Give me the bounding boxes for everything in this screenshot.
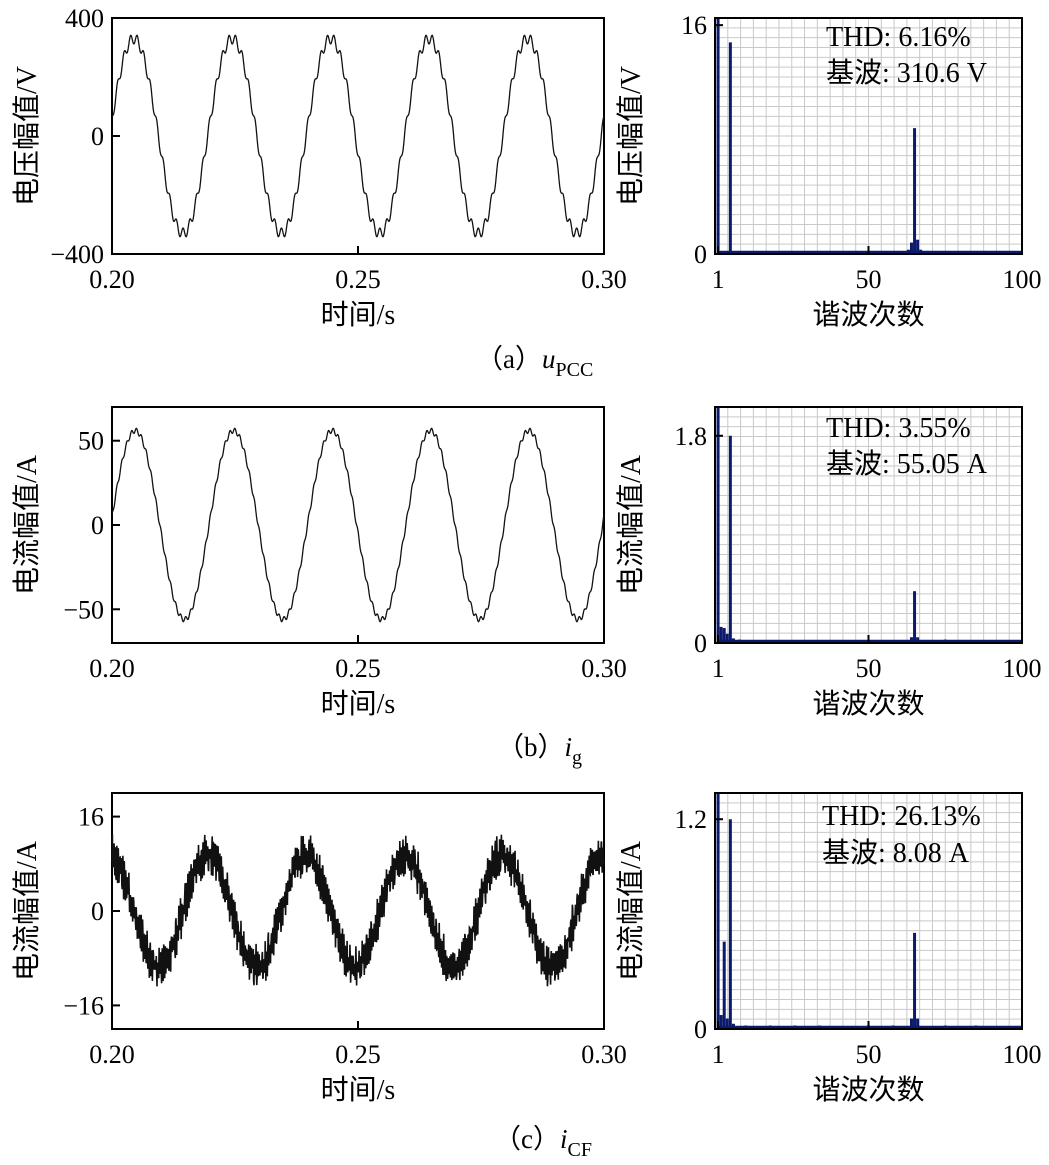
b-waveform-ytick-label: 0 — [91, 511, 104, 540]
panel-a-thd-label: THD: 6.16% — [826, 22, 971, 53]
panel-b-thd-label: THD: 3.55% — [826, 413, 971, 444]
a-waveform-frame — [111, 17, 605, 255]
a-spectrum-ytick-label: 16 — [681, 11, 707, 40]
panel-a-spectrum-chart: 16 01 50 100 谐波次数 电压幅值/V — [615, 11, 1042, 331]
a-waveform-xtick-label: 0.25 — [335, 265, 381, 294]
panel-a-fundamental-label: 基波: 310.6 V — [826, 57, 987, 89]
a-waveform-xlabel: 时间/s — [321, 299, 396, 331]
panel-b-waveform-chart: 50 0 −50 0.20 0.25 0.30 时间/s 电流幅值/A — [11, 406, 627, 720]
b-waveform-ytick-label: −50 — [63, 595, 104, 624]
c-waveform-xtick-label: 0.20 — [89, 1040, 135, 1069]
c-waveform-ytick-label: 0 — [91, 897, 104, 926]
panel-c-caption-var: i — [560, 1124, 568, 1154]
panel-a-caption-tag: （a） — [476, 344, 542, 374]
panel-c-waveform-chart: 16 0 −16 0.20 0.25 0.30 时间/s 电流幅值/A — [11, 792, 627, 1106]
panel-b-fundamental-label: 基波: 55.05 A — [826, 448, 988, 480]
a-waveform-ytick-label: 400 — [65, 4, 104, 33]
c-waveform-trace — [111, 834, 605, 987]
a-spectrum-xlabel: 谐波次数 — [812, 299, 924, 331]
a-waveform-trace — [111, 34, 605, 238]
b-spectrum-xtick-label: 100 — [1003, 654, 1042, 683]
c-spectrum-ytick-label: 0 — [694, 1015, 707, 1044]
panel-b-caption-tag: （b） — [497, 732, 565, 762]
b-waveform-ytick-label: 50 — [78, 427, 104, 456]
panel-a-caption: （a）uPCC — [476, 344, 593, 381]
c-waveform-xlabel: 时间/s — [321, 1074, 396, 1106]
c-spectrum-xtick-label: 1 — [712, 1040, 725, 1069]
b-waveform-xtick-label: 0.30 — [581, 654, 627, 683]
a-spectrum-xtick-label: 100 — [1003, 265, 1042, 294]
c-spectrum-xlabel: 谐波次数 — [812, 1074, 924, 1106]
a-spectrum-xtick-label: 1 — [712, 265, 725, 294]
c-spectrum-xtick-label: 50 — [856, 1040, 882, 1069]
b-waveform-xlabel: 时间/s — [321, 688, 396, 720]
panel-b-caption-var: i — [565, 732, 573, 762]
panel-a-caption-var: u — [542, 344, 556, 374]
b-spectrum-ytick-label: 0 — [694, 629, 707, 658]
b-spectrum-ytick-label: 1.8 — [675, 422, 708, 451]
c-spectrum-xtick-label: 100 — [1003, 1040, 1042, 1069]
panel-b-caption: （b）ig — [497, 732, 582, 769]
c-spectrum-ylabel: 电流幅值/A — [615, 840, 647, 981]
c-spectrum-ytick-label: 1.2 — [675, 805, 708, 834]
panel-b-caption-sub: g — [572, 747, 582, 769]
panel-c-caption: （c）iCF — [494, 1124, 592, 1161]
panel-c-fundamental-label: 基波: 8.08 A — [822, 837, 970, 869]
b-waveform-frame — [111, 406, 605, 644]
c-waveform-ytick-label: 16 — [78, 803, 104, 832]
c-waveform-ytick-label: −16 — [63, 991, 104, 1020]
a-waveform-xtick-label: 0.20 — [89, 265, 135, 294]
a-waveform-ytick-label: 0 — [91, 122, 104, 151]
a-waveform-xtick-label: 0.30 — [581, 265, 627, 294]
panel-a-caption-sub: PCC — [555, 359, 593, 381]
panel-c-thd-label: THD: 26.13% — [822, 801, 981, 832]
b-waveform-ylabel: 电流幅值/A — [11, 454, 43, 595]
a-waveform-ytick-label: −400 — [50, 240, 104, 269]
c-waveform-xtick-label: 0.30 — [581, 1040, 627, 1069]
panel-c-caption-tag: （c） — [494, 1124, 560, 1154]
b-spectrum-ylabel: 电流幅值/A — [615, 454, 647, 595]
panel-c-caption-sub: CF — [568, 1139, 592, 1161]
b-waveform-trace — [111, 427, 605, 623]
a-waveform-ylabel: 电压幅值/V — [11, 66, 43, 206]
c-waveform-ylabel: 电流幅值/A — [11, 840, 43, 981]
a-spectrum-ytick-label: 0 — [694, 240, 707, 269]
b-spectrum-xtick-label: 1 — [712, 654, 725, 683]
b-spectrum-xtick-label: 50 — [856, 654, 882, 683]
panel-b-spectrum-chart: 1.8 01 50 100 谐波次数 电流幅值/A — [615, 406, 1042, 720]
c-waveform-xtick-label: 0.25 — [335, 1040, 381, 1069]
a-spectrum-ylabel: 电压幅值/V — [615, 66, 647, 206]
panel-c-spectrum-chart: 1.2 01 50 100 谐波次数 电流幅值/A — [615, 792, 1042, 1106]
b-waveform-xtick-label: 0.20 — [89, 654, 135, 683]
a-spectrum-xtick-label: 50 — [856, 265, 882, 294]
b-spectrum-xlabel: 谐波次数 — [812, 688, 924, 720]
b-waveform-xtick-label: 0.25 — [335, 654, 381, 683]
